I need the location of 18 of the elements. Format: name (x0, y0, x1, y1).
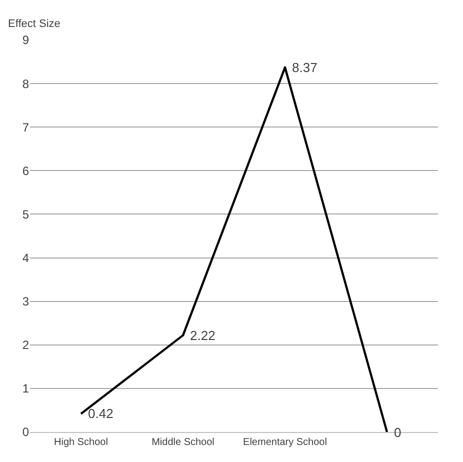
y-tick-label: 6 (22, 164, 30, 178)
y-tick-label: 0 (22, 425, 30, 440)
y-tick-label: 5 (22, 207, 30, 222)
y-tick-label: 8 (22, 76, 30, 91)
y-axis-title: Effect Size (8, 18, 60, 30)
data-label: 8.37 (292, 60, 318, 75)
x-tick-label: Middle School (152, 437, 214, 448)
y-tick-label: 9 (22, 33, 30, 48)
data-label: 2.22 (190, 328, 216, 343)
y-tick-label: 7 (22, 120, 30, 134)
y-tick-label: 2 (22, 338, 30, 352)
data-label: 0.42 (88, 406, 114, 421)
y-tick-label: 3 (22, 294, 30, 309)
x-tick-label: Elementary School (243, 437, 327, 448)
y-tick-label: 1 (22, 382, 30, 396)
data-label: 0 (394, 425, 402, 440)
x-tick-label: High School (54, 437, 108, 448)
y-tick-label: 4 (22, 250, 30, 265)
